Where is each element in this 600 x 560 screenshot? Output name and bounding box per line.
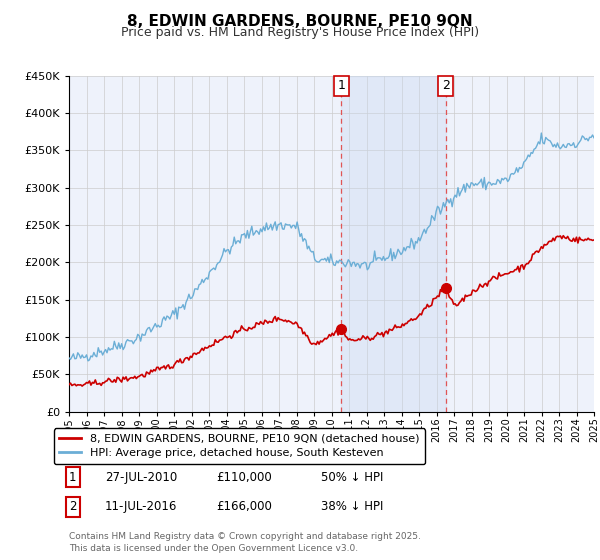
Text: Contains HM Land Registry data © Crown copyright and database right 2025.
This d: Contains HM Land Registry data © Crown c… [69,533,421,553]
Text: 50% ↓ HPI: 50% ↓ HPI [321,470,383,484]
Text: 8, EDWIN GARDENS, BOURNE, PE10 9QN: 8, EDWIN GARDENS, BOURNE, PE10 9QN [127,14,473,29]
Text: Price paid vs. HM Land Registry's House Price Index (HPI): Price paid vs. HM Land Registry's House … [121,26,479,39]
Text: 27-JUL-2010: 27-JUL-2010 [105,470,177,484]
Text: 2: 2 [69,500,77,514]
Text: £166,000: £166,000 [216,500,272,514]
Text: £110,000: £110,000 [216,470,272,484]
Text: 1: 1 [338,80,346,92]
Text: 2: 2 [442,80,450,92]
Text: 1: 1 [69,470,77,484]
Legend: 8, EDWIN GARDENS, BOURNE, PE10 9QN (detached house), HPI: Average price, detache: 8, EDWIN GARDENS, BOURNE, PE10 9QN (deta… [53,428,425,464]
Bar [341,76,446,412]
Text: 38% ↓ HPI: 38% ↓ HPI [321,500,383,514]
Text: 11-JUL-2016: 11-JUL-2016 [105,500,178,514]
